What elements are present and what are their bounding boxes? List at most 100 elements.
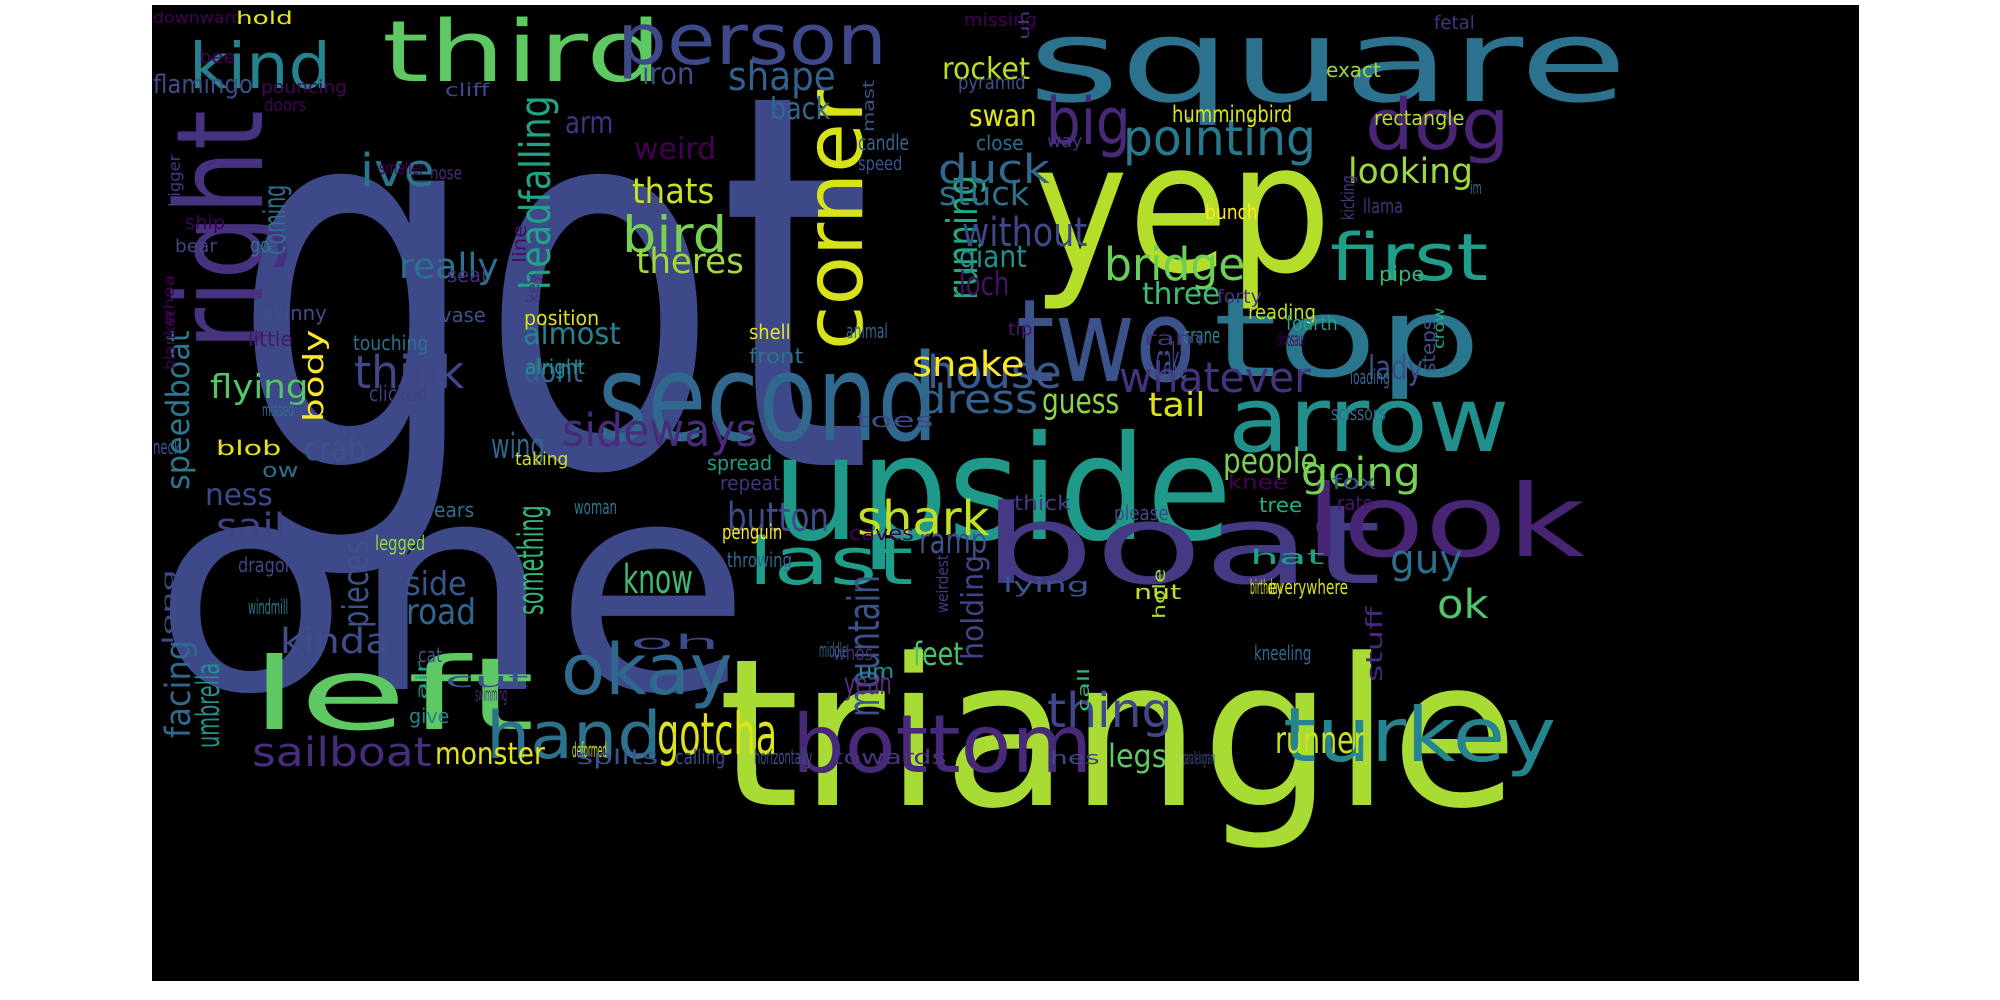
word-something: something (511, 505, 552, 615)
word-body: body (297, 329, 330, 422)
word-guess: guess (1042, 382, 1120, 422)
word-swimming: swimming (475, 684, 508, 706)
word-give: give (409, 704, 450, 728)
word-three: three (1142, 277, 1221, 312)
word-side: side (405, 564, 467, 603)
word-im: im (1470, 178, 1482, 199)
word-scissors: scissors (1331, 403, 1386, 425)
word-fetal: fetal (1434, 12, 1475, 34)
word-cut: cut (445, 668, 529, 692)
word-last: last (748, 525, 914, 600)
word-birthday: birthday (1250, 575, 1282, 599)
word-left: left (250, 636, 535, 753)
word-fox: fox (1332, 470, 1377, 494)
word-reading: reading (1248, 300, 1316, 324)
word-kneeling: kneeling (1254, 641, 1312, 665)
word-looking: looking (1348, 152, 1473, 192)
word-nose: nose (430, 163, 462, 184)
word-swan: swan (969, 99, 1037, 134)
word-bird: bird (622, 206, 728, 264)
word-upside: upside (772, 405, 1233, 574)
word-um: um (858, 659, 895, 683)
word-turkey: turkey (1283, 691, 1557, 779)
word-dinosaur: dinosaur (1277, 329, 1306, 351)
word-holding: holding (956, 554, 991, 660)
word-missed: missed (262, 400, 294, 421)
word-downward: downward (153, 8, 243, 27)
word-monster: monster (435, 737, 545, 772)
word-call: call (1074, 667, 1093, 712)
word-middle: middle (819, 638, 848, 662)
word-mast: mast (859, 80, 878, 132)
word-crab: crab (304, 430, 366, 468)
word-throwing: throwing (727, 548, 792, 572)
word-missing: missing (964, 10, 1038, 31)
word-exact: exact (1326, 58, 1381, 82)
word-stuck: stuck (939, 174, 1030, 213)
word-big: big (1046, 85, 1131, 160)
word-ship: ship (185, 212, 226, 234)
word-sideways: sideways (562, 404, 758, 457)
word-bridge: bridge (1104, 238, 1246, 291)
word-hold: hold (236, 8, 293, 29)
word-boat: boat (982, 481, 1382, 609)
word-pouncing: pouncing (261, 77, 347, 98)
word-caves: caves (849, 521, 914, 545)
word-lying: lying (1003, 573, 1090, 597)
word-bear: bear (175, 236, 217, 257)
word-bunch: bunch (1205, 200, 1258, 224)
word-splits: splits (577, 745, 659, 769)
word-vase: vase (440, 303, 486, 327)
word-iron: iron (642, 57, 695, 92)
word-second: second (598, 330, 938, 469)
word-crane: crane (1183, 324, 1221, 349)
word-go: go (250, 233, 270, 257)
word-animal: animal (846, 319, 888, 343)
word-two: two (1016, 275, 1196, 409)
word-ramp: ramp (919, 522, 988, 562)
word-weird: weird (634, 132, 717, 167)
word-rate: rate (1337, 491, 1374, 515)
word-front: front (749, 344, 804, 368)
word-penguin: penguin (722, 520, 783, 544)
word-stuff: stuff (1363, 606, 1388, 682)
word-umbrella: umbrella (189, 662, 227, 748)
word-smaller: smaller (379, 158, 425, 179)
word-wing: wing (491, 427, 545, 467)
word-button: button (727, 495, 829, 541)
word-thing: thing (1047, 683, 1173, 739)
word-tail: tail (1148, 385, 1206, 424)
word-dress: dress (918, 377, 1039, 423)
word-dog: dog (1365, 84, 1510, 166)
word-way: way (1047, 131, 1083, 152)
word-skinny: skinny (263, 301, 327, 325)
word-first: first (1330, 221, 1489, 296)
word-forty: forty (1217, 286, 1262, 308)
word-arm: arm (565, 106, 614, 141)
word-uh: uh (1017, 10, 1033, 40)
word-really: really (399, 247, 499, 287)
word-calling: calling (675, 745, 726, 769)
word-duck: duck (938, 147, 1050, 193)
word-taking: taking (515, 449, 569, 470)
word-without: without (962, 210, 1088, 256)
word-yep: yep (1032, 105, 1332, 314)
word-thats: thats (632, 172, 715, 212)
word-hes: hes (1050, 748, 1100, 769)
word-bigger: bigger (165, 154, 184, 207)
word-line: line (509, 224, 531, 263)
word-alright: alright (525, 355, 585, 379)
word-woman: woman (574, 495, 618, 519)
word-know: know (623, 557, 693, 603)
word-key: key (523, 273, 544, 303)
word-thick: thick (1014, 491, 1071, 515)
word-close: close (976, 131, 1024, 155)
word-sailboat: sailboat (252, 730, 432, 776)
word-loch: loch (959, 264, 1010, 303)
word-cloud: got one triangle upside square yep boat second t… (152, 5, 1859, 981)
word-knee: knee (1228, 470, 1288, 494)
word-legged: legged (375, 531, 426, 555)
word-clicked: clicked (369, 382, 428, 406)
word-everywhere: everywhere (1268, 575, 1348, 599)
word-spread: spread (707, 451, 773, 475)
